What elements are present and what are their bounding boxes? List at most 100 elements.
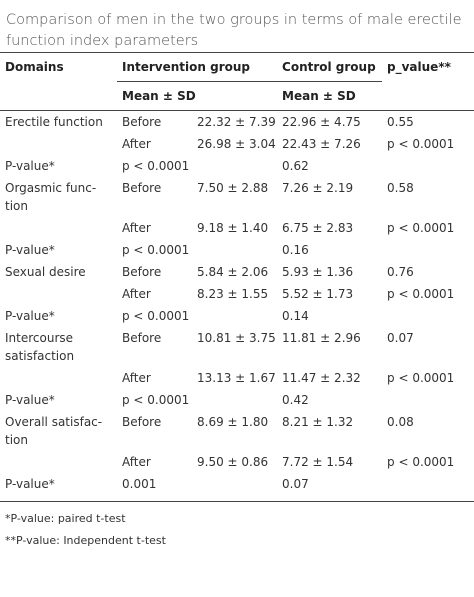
domain-cell: Overall satisfac-tion: [5, 415, 103, 447]
cell: 13.13 ± 1.67: [197, 371, 276, 385]
cell: After: [122, 287, 151, 301]
pvalue-row: P-value* 0.001 0.07: [0, 473, 474, 495]
cell: p < 0.0001: [387, 287, 455, 301]
header-cell: Mean ± SD: [277, 81, 383, 111]
cell: 9.50 ± 0.86: [197, 455, 269, 469]
cell: After: [122, 137, 151, 151]
cell: 7.26 ± 2.19: [282, 181, 354, 195]
domain-cell: Erectile function: [5, 115, 103, 129]
cell: 9.18 ± 1.40: [197, 221, 269, 235]
cell: p < 0.0001: [387, 455, 455, 469]
cell: 0.07: [282, 477, 309, 491]
cell: p < 0.0001: [122, 159, 190, 173]
cell: After: [122, 221, 151, 235]
cell: Before: [122, 265, 162, 279]
header-cell: Control group: [277, 52, 383, 82]
cell: After: [122, 455, 151, 469]
cell: 8.69 ± 1.80: [197, 415, 269, 429]
cell: 0.07: [387, 331, 414, 345]
cell: 0.14: [282, 309, 309, 323]
header-cell: Intervention group: [117, 52, 278, 82]
header-cell: Mean ± SD: [117, 81, 278, 111]
cell: Before: [122, 115, 162, 129]
row: Erectile function Before 22.32 ± 7.39 22.96…: [0, 111, 474, 134]
cell: 11.81 ± 2.96: [282, 331, 361, 345]
row: After 8.23 ± 1.55 5.52 ± 1.73 p < 0.0001: [0, 283, 474, 305]
cell: 22.32 ± 7.39: [197, 115, 276, 129]
cell: 5.93 ± 1.36: [282, 265, 354, 279]
table: Domains Intervention group Control group…: [0, 52, 474, 495]
cell: 0.55: [387, 115, 414, 129]
row: Intercourse satisfaction Before 10.81 ± 3.…: [0, 327, 474, 367]
cell: Before: [122, 181, 162, 195]
pvalue-label: P-value*: [5, 477, 55, 491]
cell: [382, 473, 474, 495]
pvalue-row: P-value* p < 0.0001 0.62: [0, 155, 474, 177]
pvalue-row: P-value* p < 0.0001 0.42: [0, 389, 474, 411]
cell: [382, 239, 474, 261]
domain-cell: [0, 367, 117, 389]
cell: p < 0.0001: [122, 309, 190, 323]
footnotes: *P-value: paired t-test **P-value: Indepe…: [0, 501, 474, 558]
pvalue-label: P-value*: [5, 159, 55, 173]
cell: Before: [122, 415, 162, 429]
domain-cell: Orgasmic func-tion: [5, 181, 97, 213]
cell: p < 0.0001: [387, 371, 455, 385]
footnote: *P-value: paired t-test: [5, 512, 126, 525]
domain-cell: [0, 217, 117, 239]
pvalue-row: P-value* p < 0.0001 0.14: [0, 305, 474, 327]
domain-cell: Sexual desire: [5, 265, 86, 279]
domain-cell: [0, 133, 117, 155]
cell: 8.23 ± 1.55: [197, 287, 269, 301]
row: After 9.18 ± 1.40 6.75 ± 2.83 p < 0.0001: [0, 217, 474, 239]
row: Overall satisfac-tion Before 8.69 ± 1.80 8.…: [0, 411, 474, 451]
cell: 5.52 ± 1.73: [282, 287, 354, 301]
cell: 6.75 ± 2.83: [282, 221, 354, 235]
pvalue-row: P-value* p < 0.0001 0.16: [0, 239, 474, 261]
cell: 7.50 ± 2.88: [197, 181, 269, 195]
row: After 13.13 ± 1.67 11.47 ± 2.32 p < 0.0001: [0, 367, 474, 389]
cell: 26.98 ± 3.04: [197, 137, 276, 151]
pvalue-label: P-value*: [5, 309, 55, 323]
header-cell: p_value**: [382, 52, 474, 82]
row: After 9.50 ± 0.86 7.72 ± 1.54 p < 0.0001: [0, 451, 474, 473]
cell: 0.42: [282, 393, 309, 407]
domain-cell: [0, 451, 117, 473]
cell: p < 0.0001: [122, 393, 190, 407]
cell: 22.43 ± 7.26: [282, 137, 361, 151]
cell: 10.81 ± 3.75: [197, 331, 276, 345]
title: Comparison of men in the two groups in t…: [6, 12, 462, 49]
row: After 26.98 ± 3.04 22.43 ± 7.26 p < 0.0001: [0, 133, 474, 155]
domain-cell: [0, 283, 117, 305]
cell: 0.16: [282, 243, 309, 257]
header-cell: Domains: [0, 52, 117, 82]
subheader-row: Mean ± SD Mean ± SD: [0, 81, 474, 111]
cell: 0.62: [282, 159, 309, 173]
cell: p < 0.0001: [122, 243, 190, 257]
cell: 0.76: [387, 265, 414, 279]
domain-cell: Intercourse satisfaction: [5, 331, 75, 363]
cell: 7.72 ± 1.54: [282, 455, 354, 469]
cell: [382, 389, 474, 411]
cell: p < 0.0001: [387, 137, 455, 151]
cell: 0.58: [387, 181, 414, 195]
cell: 0.001: [122, 477, 157, 491]
table-body: Erectile function Before 22.32 ± 7.39 22.96…: [0, 111, 474, 496]
cell: 8.21 ± 1.32: [282, 415, 354, 429]
cell: [382, 155, 474, 177]
cell: After: [122, 371, 151, 385]
pvalue-label: P-value*: [5, 393, 55, 407]
row: Orgasmic func-tion Before 7.50 ± 2.88 7.26 …: [0, 177, 474, 217]
cell: Before: [122, 331, 162, 345]
cell: 11.47 ± 2.32: [282, 371, 361, 385]
cell: 5.84 ± 2.06: [197, 265, 269, 279]
cell: [382, 305, 474, 327]
cell: 22.96 ± 4.75: [282, 115, 361, 129]
cell: 0.08: [387, 415, 414, 429]
pvalue-label: P-value*: [5, 243, 55, 257]
header-row: Domains Intervention group Control group…: [0, 52, 474, 82]
cell: p < 0.0001: [387, 221, 455, 235]
footnote: **P-value: Independent t-test: [5, 534, 166, 547]
row: Sexual desire Before 5.84 ± 2.06 5.93 ± 1.3…: [0, 261, 474, 283]
